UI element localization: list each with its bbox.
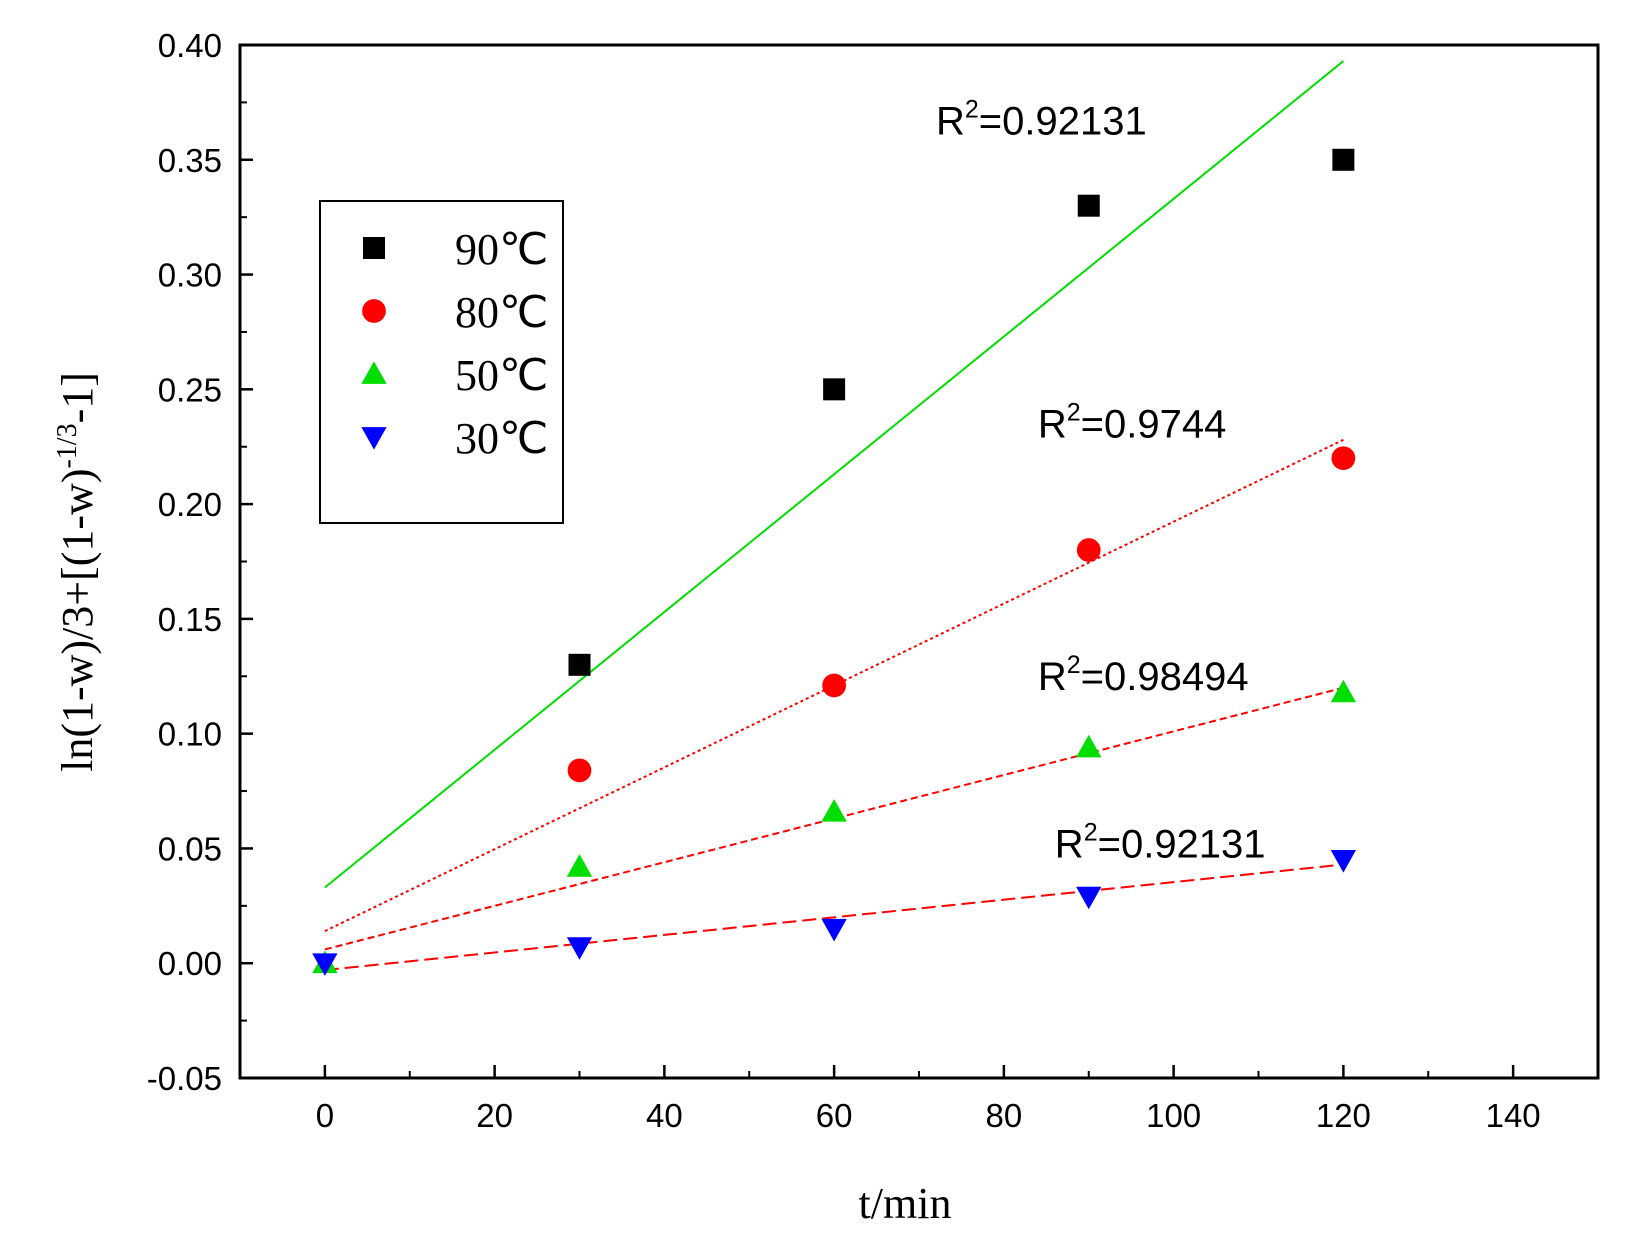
x-tick-label: 120 — [1316, 1097, 1371, 1134]
data-point — [566, 937, 593, 960]
y-axis-title-sup: -1/3 — [52, 423, 83, 468]
legend-marker — [361, 361, 387, 384]
legend-label: 30℃ — [455, 414, 548, 463]
y-tick-label: 0.20 — [158, 486, 222, 523]
x-tick-label: 20 — [476, 1097, 513, 1134]
y-tick-label: -0.05 — [147, 1060, 222, 1097]
legend-box — [319, 200, 564, 524]
data-point — [1330, 679, 1357, 703]
data-point — [1076, 538, 1101, 562]
y-axis-title: ln(1-w)/3+[(1-w)-1/3-1] — [52, 372, 102, 772]
x-tick-label: 40 — [646, 1097, 683, 1134]
legend-marker — [361, 427, 387, 450]
r2-annotations: R2=0.92131 R2=0.9744 R2=0.98494 R2=0.92131 — [936, 96, 1266, 867]
legend-marker — [362, 299, 386, 323]
data-point — [312, 953, 338, 976]
data-points — [312, 148, 1357, 976]
y-tick-label: 0.25 — [158, 371, 222, 408]
legend-marker — [363, 237, 385, 259]
x-tick-label: 60 — [816, 1097, 853, 1134]
y-tick-label: 0.10 — [158, 716, 222, 753]
legend-label: 50℃ — [455, 351, 548, 400]
y-tick-label: 0.05 — [158, 830, 222, 867]
x-tick-label: 0 — [316, 1097, 334, 1134]
data-point — [821, 918, 847, 942]
r2-label: R2=0.98494 — [1038, 651, 1249, 699]
legend: 90℃ 80℃ 50℃ 30℃ — [319, 200, 564, 524]
y-axis-title-tail: -1] — [53, 372, 102, 423]
data-point — [1332, 148, 1355, 171]
data-point — [1330, 850, 1357, 873]
plot-frame — [238, 43, 1600, 1080]
fit-line — [324, 863, 1344, 972]
data-point — [1076, 734, 1102, 758]
y-tick-label: 0.15 — [158, 601, 222, 638]
data-point — [823, 378, 846, 401]
y-tick-label: 0.30 — [158, 257, 222, 294]
y-tick-label: 0.00 — [158, 945, 222, 982]
data-point — [567, 758, 592, 783]
y-tick-label: 0.35 — [158, 142, 222, 179]
x-axis-title: t/min — [859, 1179, 952, 1228]
r2-label: R2=0.9744 — [1038, 399, 1227, 447]
data-point — [822, 673, 847, 698]
data-point — [568, 653, 591, 676]
data-point — [1076, 886, 1102, 910]
y-axis-title-main: ln(1-w)/3+[(1-w) — [53, 469, 102, 772]
fit-line — [324, 60, 1345, 889]
x-tick-label: 100 — [1146, 1097, 1201, 1134]
x-tick-label: 140 — [1486, 1097, 1541, 1134]
data-point — [1331, 446, 1356, 471]
axis-ticks: 0 20 40 60 80 100 120 140 -0.05 0.00 0.05 0.10 0.15 0… — [147, 27, 1541, 1134]
legend-label: 90℃ — [455, 225, 548, 274]
x-tick-label: 80 — [986, 1097, 1023, 1134]
legend-label: 80℃ — [455, 288, 548, 337]
data-point — [566, 854, 593, 877]
data-point — [1077, 194, 1100, 217]
y-tick-label: 0.40 — [158, 27, 222, 64]
r2-label: R2=0.92131 — [1055, 819, 1266, 867]
data-point — [821, 799, 847, 822]
r2-label: R2=0.92131 — [936, 96, 1147, 144]
